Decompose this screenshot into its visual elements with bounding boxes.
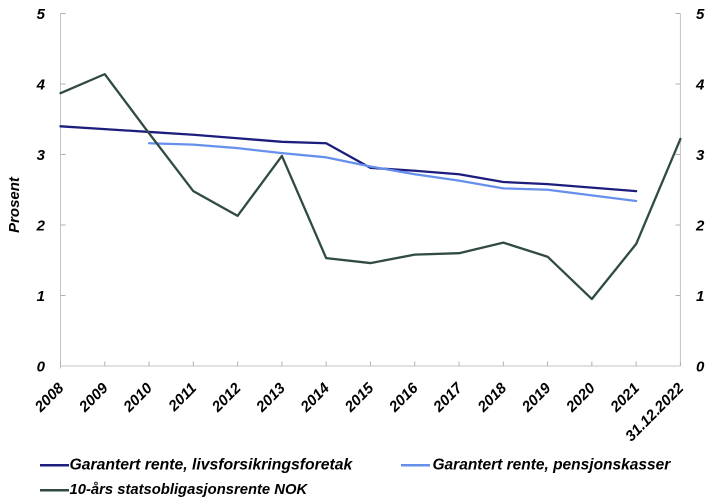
svg-text:Prosent: Prosent: [6, 176, 23, 233]
svg-text:4: 4: [36, 77, 46, 94]
svg-text:2015: 2015: [341, 379, 378, 416]
svg-text:2011: 2011: [165, 380, 201, 416]
svg-text:2: 2: [695, 218, 705, 235]
svg-text:0: 0: [696, 359, 705, 376]
svg-text:2018: 2018: [474, 379, 511, 416]
svg-text:2012: 2012: [208, 379, 245, 416]
svg-text:0: 0: [37, 359, 46, 376]
svg-text:2014: 2014: [297, 379, 334, 416]
svg-text:1: 1: [37, 288, 45, 305]
svg-text:2021: 2021: [607, 380, 643, 416]
svg-text:2009: 2009: [75, 379, 112, 416]
svg-text:5: 5: [37, 6, 46, 23]
svg-text:10-års statsobligasjonsrente N: 10-års statsobligasjonsrente NOK: [70, 482, 309, 497]
svg-text:2019: 2019: [518, 379, 555, 416]
svg-text:Garantert rente, pensjonskasse: Garantert rente, pensjonskasser: [433, 457, 672, 474]
svg-text:2017: 2017: [430, 379, 467, 416]
svg-text:2008: 2008: [31, 379, 68, 416]
svg-text:2016: 2016: [385, 379, 422, 416]
svg-text:4: 4: [695, 77, 705, 94]
svg-text:Garantert rente, livsforsikrin: Garantert rente, livsforsikringsforetak: [70, 457, 354, 474]
svg-text:2020: 2020: [562, 379, 599, 416]
svg-text:5: 5: [696, 6, 705, 23]
svg-text:1: 1: [696, 288, 704, 305]
svg-text:2: 2: [36, 218, 46, 235]
svg-text:2010: 2010: [120, 379, 157, 416]
svg-text:3: 3: [37, 147, 46, 164]
svg-text:3: 3: [696, 147, 705, 164]
svg-text:2013: 2013: [252, 379, 289, 416]
